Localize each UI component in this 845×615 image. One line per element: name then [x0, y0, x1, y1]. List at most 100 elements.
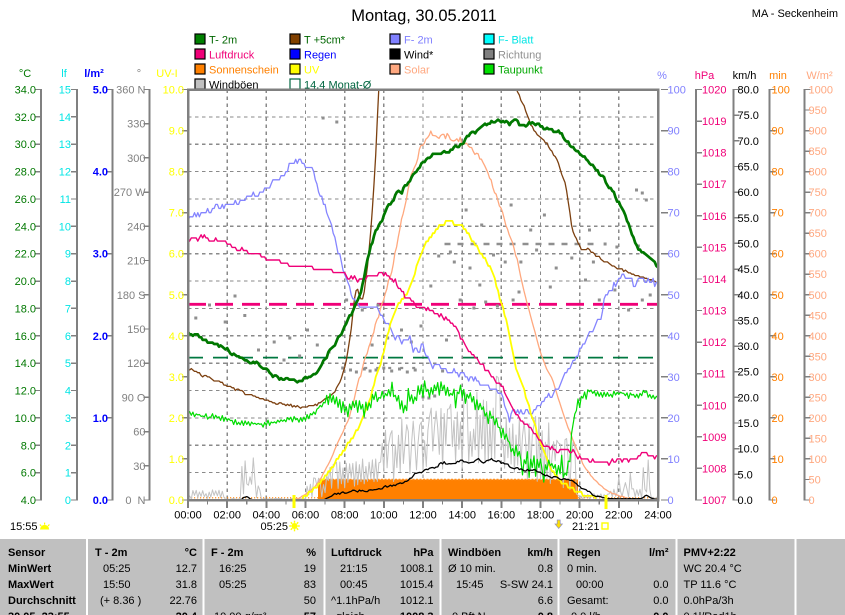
- svg-text:4.0: 4.0: [169, 331, 184, 343]
- svg-text:30.0: 30.0: [738, 341, 759, 353]
- svg-text:40: 40: [668, 331, 680, 343]
- svg-text:65.0: 65.0: [738, 162, 759, 174]
- svg-text:°C: °C: [19, 68, 31, 80]
- svg-text:15.0: 15.0: [738, 418, 759, 430]
- svg-text:75.0: 75.0: [738, 110, 759, 122]
- svg-text:°C: °C: [185, 547, 197, 559]
- svg-text:57: 57: [304, 611, 316, 615]
- svg-text:°: °: [137, 68, 141, 80]
- svg-text:120: 120: [127, 358, 145, 370]
- svg-text:13: 13: [59, 139, 71, 151]
- svg-text:0 Bft N: 0 Bft N: [452, 611, 486, 615]
- svg-text:0 min.: 0 min.: [567, 563, 597, 575]
- svg-text:80.0: 80.0: [738, 85, 759, 97]
- svg-text:80: 80: [772, 167, 784, 179]
- svg-text:18.0: 18.0: [15, 303, 36, 315]
- svg-text:00:00: 00:00: [174, 510, 202, 522]
- svg-text:20:00: 20:00: [566, 510, 594, 522]
- svg-text:W/m²: W/m²: [806, 70, 833, 82]
- svg-text:Luftdruck: Luftdruck: [209, 50, 255, 62]
- svg-text:3.0: 3.0: [93, 249, 108, 261]
- svg-text:20.4: 20.4: [176, 611, 198, 615]
- svg-text:10: 10: [59, 221, 71, 233]
- svg-text:WC 20.4 °C: WC 20.4 °C: [684, 563, 742, 575]
- svg-text:km/h: km/h: [527, 547, 553, 559]
- svg-text:7: 7: [65, 303, 71, 315]
- svg-text:31.8: 31.8: [176, 579, 197, 591]
- svg-text:00:00: 00:00: [576, 579, 604, 591]
- svg-text:10:00: 10:00: [370, 510, 398, 522]
- svg-text:12.7: 12.7: [176, 563, 197, 575]
- svg-text:1014: 1014: [702, 274, 726, 286]
- svg-text:05:25: 05:25: [103, 563, 131, 575]
- svg-text:Richtung: Richtung: [498, 50, 541, 62]
- svg-text:20.0: 20.0: [738, 392, 759, 404]
- svg-text:21:15: 21:15: [340, 563, 368, 575]
- svg-text:400: 400: [809, 331, 827, 343]
- svg-text:90 O: 90 O: [122, 392, 146, 404]
- svg-text:950: 950: [809, 105, 827, 117]
- svg-text:km/h: km/h: [733, 70, 757, 82]
- svg-text:900: 900: [809, 126, 827, 138]
- svg-text:350: 350: [809, 351, 827, 363]
- svg-text:750: 750: [809, 187, 827, 199]
- svg-text:150: 150: [809, 433, 827, 445]
- svg-text:16:25: 16:25: [219, 563, 247, 575]
- svg-text:06:00: 06:00: [292, 510, 320, 522]
- svg-text:0.0: 0.0: [93, 495, 108, 507]
- svg-text:8: 8: [65, 276, 71, 288]
- svg-text:2: 2: [65, 440, 71, 452]
- svg-text:14.0: 14.0: [15, 358, 36, 370]
- svg-text:50: 50: [772, 290, 784, 302]
- svg-text:7.0: 7.0: [169, 208, 184, 220]
- svg-text:Regen: Regen: [567, 547, 601, 559]
- svg-text:20: 20: [772, 413, 784, 425]
- svg-text:55.0: 55.0: [738, 213, 759, 225]
- svg-text:10.0: 10.0: [738, 444, 759, 456]
- svg-text:5.0: 5.0: [738, 469, 753, 481]
- svg-text:1.0: 1.0: [169, 454, 184, 466]
- svg-text:9: 9: [65, 249, 71, 261]
- svg-text:30.05, 23:55: 30.05, 23:55: [8, 611, 70, 615]
- svg-text:90: 90: [772, 126, 784, 138]
- svg-text:2.0: 2.0: [169, 413, 184, 425]
- svg-text:250: 250: [809, 392, 827, 404]
- svg-text:0.0: 0.0: [653, 579, 668, 591]
- svg-text:700: 700: [809, 208, 827, 220]
- svg-text:0: 0: [809, 495, 815, 507]
- svg-text:0: 0: [65, 495, 71, 507]
- svg-text:MinWert: MinWert: [8, 563, 52, 575]
- svg-text:gleich: gleich: [336, 611, 365, 615]
- svg-text:12: 12: [59, 167, 71, 179]
- svg-text:1011: 1011: [702, 369, 726, 381]
- svg-text:40: 40: [772, 331, 784, 343]
- svg-text:6.6: 6.6: [538, 595, 553, 607]
- svg-text:Luftdruck: Luftdruck: [331, 547, 383, 559]
- svg-text:hPa: hPa: [413, 547, 434, 559]
- svg-text:70: 70: [668, 208, 680, 220]
- svg-text:19: 19: [304, 563, 316, 575]
- svg-text:22.76: 22.76: [169, 595, 197, 607]
- svg-text:10.0: 10.0: [15, 413, 36, 425]
- svg-text:14:00: 14:00: [448, 510, 476, 522]
- svg-text:1008.1: 1008.1: [400, 563, 434, 575]
- svg-text:1020: 1020: [702, 85, 726, 97]
- svg-text:%: %: [306, 547, 316, 559]
- svg-text:08:00: 08:00: [331, 510, 359, 522]
- svg-text:Windböen: Windböen: [448, 547, 501, 559]
- svg-text:0.0 l/h: 0.0 l/h: [571, 611, 601, 615]
- svg-text:4.0: 4.0: [21, 495, 36, 507]
- svg-text:Wind*: Wind*: [404, 50, 434, 62]
- svg-text:6.0: 6.0: [169, 249, 184, 261]
- svg-text:25.0: 25.0: [738, 367, 759, 379]
- svg-text:330: 330: [127, 119, 145, 131]
- svg-text:100: 100: [668, 85, 686, 97]
- svg-text:26.0: 26.0: [15, 194, 36, 206]
- svg-text:lf: lf: [61, 68, 67, 80]
- svg-text:270 W: 270 W: [114, 187, 146, 199]
- svg-text:l/m²: l/m²: [649, 547, 669, 559]
- svg-text:15:45: 15:45: [456, 579, 484, 591]
- svg-text:0 N: 0 N: [125, 495, 145, 507]
- svg-text:60.0: 60.0: [738, 187, 759, 199]
- svg-text:300: 300: [809, 372, 827, 384]
